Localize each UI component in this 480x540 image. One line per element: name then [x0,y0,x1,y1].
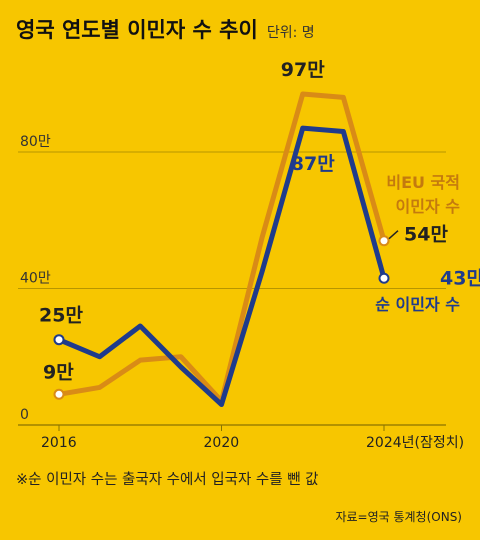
unit-label: 단위: 명 [266,25,315,41]
x-tick-label: 2024년(잠정치) [366,435,464,451]
data-label-54man: 54만 [404,224,448,246]
title-row: 영국 연도별 이민자 수 추이 단위: 명 [16,14,315,44]
series-label-non-eu-line1: 비EU 국적 [386,173,460,192]
data-label-43man: 43만 [440,267,480,289]
y-tick-label: 40만 [20,271,51,287]
data-label-87man: 87만 [291,153,335,175]
data-point-marker [378,272,390,284]
series-label-non-eu-line2: 이민자 수 [396,197,461,216]
data-point-marker [378,235,390,247]
data-label-97man: 97만 [281,59,325,81]
y-tick-label: 0 [20,407,29,423]
data-point-marker [53,334,65,346]
x-tick-label: 2016 [41,435,77,451]
series-line-1 [56,125,387,408]
footnote: ※순 이민자 수는 출국자 수에서 입국자 수를 뺀 값 [16,472,319,488]
data-label-9man: 9만 [43,361,74,383]
label-leader-line [388,230,399,240]
series-label-net: 순 이민자 수 [375,295,460,314]
y-tick-label: 80만 [20,134,51,150]
data-point-marker [53,388,65,400]
source-label: 자료=영국 통계청(ONS) [335,510,462,524]
series-line-0 [56,91,387,404]
data-label-25man: 25만 [39,305,83,327]
x-tick-label: 2020 [204,435,240,451]
chart-title: 영국 연도별 이민자 수 추이 [16,18,258,42]
